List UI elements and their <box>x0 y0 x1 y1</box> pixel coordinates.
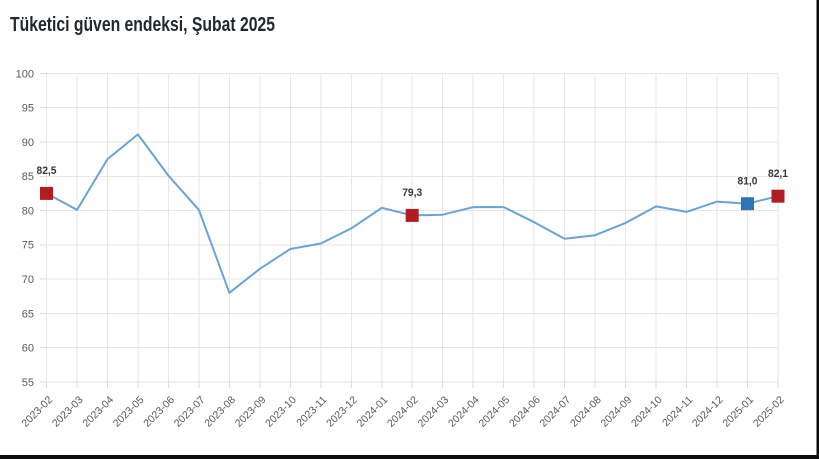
svg-text:85: 85 <box>22 171 34 183</box>
svg-text:55: 55 <box>22 377 34 389</box>
svg-text:82,5: 82,5 <box>37 165 57 177</box>
svg-text:70: 70 <box>22 274 34 286</box>
svg-text:90: 90 <box>22 137 34 149</box>
svg-text:75: 75 <box>22 240 34 252</box>
svg-text:82,1: 82,1 <box>768 168 788 180</box>
svg-text:Tüketici güven endeksi, Şubat: Tüketici güven endeksi, Şubat 2025 <box>10 14 275 36</box>
svg-text:81,0: 81,0 <box>738 176 758 188</box>
svg-text:60: 60 <box>22 343 34 355</box>
svg-text:95: 95 <box>22 103 34 115</box>
svg-text:65: 65 <box>22 308 34 320</box>
svg-text:100: 100 <box>16 68 34 80</box>
svg-text:79,3: 79,3 <box>402 187 422 199</box>
svg-text:80: 80 <box>22 206 34 218</box>
